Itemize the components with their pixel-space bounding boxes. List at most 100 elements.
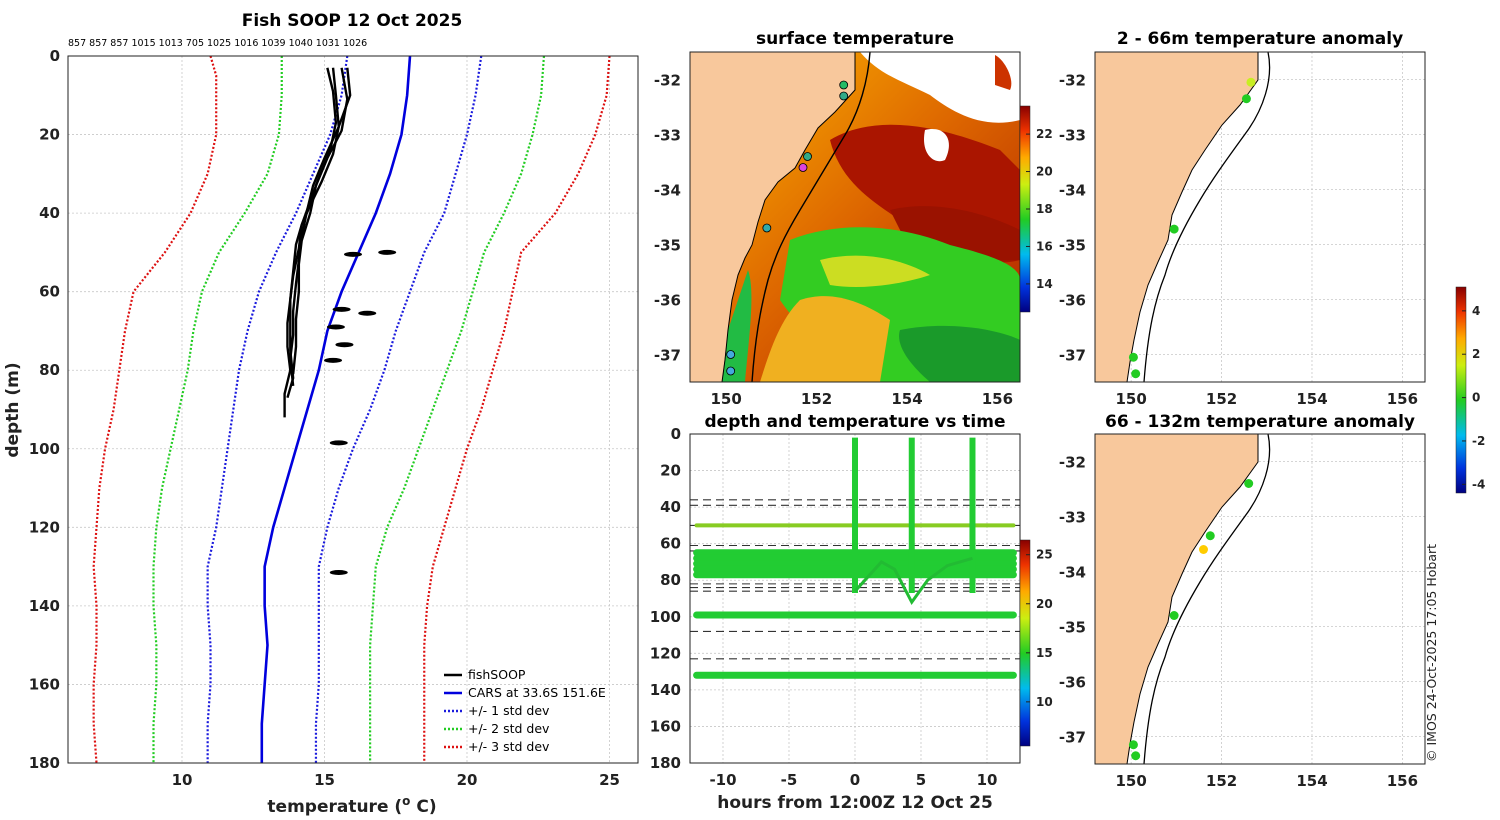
anom-cb-label: 0 [1472,391,1480,405]
profile-series--1 [206,55,349,763]
profile-panel: Fish SOOP 12 Oct 2025 857 857 857 1015 1… [3,11,639,817]
sst-xtick: 154 [891,390,922,408]
profile-ytick: 180 [29,754,60,772]
sst-xtick: 150 [711,390,742,408]
anom-deep-point [1131,751,1141,761]
anom-cb-label: -4 [1472,477,1485,491]
time-series [690,437,1020,679]
time-xtick: 0 [850,771,860,789]
profile-xtick: 20 [457,771,478,789]
time-xtick: -5 [781,771,798,789]
time-cb-label: 20 [1036,597,1053,611]
time-ytick: 120 [650,644,681,662]
anom-deep-isobath [1143,434,1271,764]
profile-grid [68,56,638,763]
profile-xtick: 25 [599,771,620,789]
time-ytick: 180 [650,754,681,772]
profile-ytick: 140 [29,597,60,615]
anom-shallow-point [1128,352,1138,362]
fishsoop-profile [289,67,352,387]
anom-shallow-xtick: 150 [1116,390,1147,408]
anom-deep-ytick: -32 [1059,454,1086,472]
anom-deep-ytick: -37 [1059,729,1086,747]
time-cb-label: 10 [1036,695,1053,709]
time-cb-label: 25 [1036,548,1053,562]
sst-stations [726,80,849,376]
anom-deep-points [1128,479,1254,761]
anom-shallow-title: 2 - 66m temperature anomaly [1117,29,1403,49]
anom-shallow-ytick: -33 [1059,127,1086,145]
anom-shallow-panel: 2 - 66m temperature anomaly 150 152 154 156… [1059,29,1426,408]
fishsoop-blob [335,342,354,348]
sst-station [762,223,772,233]
fishsoop-blob [344,251,362,257]
profile-frame [67,55,639,764]
sst-station [726,366,736,376]
time-title: depth and temperature vs time [705,412,1006,432]
anom-deep-ytick: -33 [1059,509,1086,527]
anom-shallow-ytick: -34 [1059,182,1086,200]
profile-xtick: 10 [172,771,193,789]
sst-station [839,91,849,101]
sst-ytick: -34 [654,182,681,200]
anom-shallow-point [1246,77,1256,87]
anom-shallow-ytick: -35 [1059,237,1086,255]
sst-ytick: -32 [654,72,681,90]
time-xtick: 10 [977,771,998,789]
anom-shallow-isobath [1143,52,1271,382]
sst-cb-label: 14 [1036,277,1053,291]
profile-series-CARS [260,55,412,763]
time-ytick: 40 [660,498,681,516]
anom-shallow-ytick: -32 [1059,72,1086,90]
profile-series-+1 [314,55,483,763]
sst-station [726,350,736,359]
profile-ytick: 60 [39,283,60,301]
anom-cb-label: 2 [1472,347,1480,361]
sst-ytick: -37 [654,347,681,365]
anom-shallow-point [1241,94,1251,104]
anom-shallow-point [1169,224,1179,234]
anom-deep-point [1205,531,1215,541]
profile-top-labels: 857 857 857 1015 1013 705 1025 1016 1039… [68,38,367,49]
time-ytick: 80 [660,571,681,589]
time-ytick: 60 [660,535,681,553]
fishsoop-blob [378,249,397,255]
anom-deep-land [1095,434,1259,764]
anom-cb-label: 4 [1472,304,1480,318]
anom-cb-label: -2 [1472,434,1485,448]
sst-ytick: -36 [654,292,681,310]
anomaly-colorbar-ticks: 4 2 0 -2 -4 [1462,304,1485,491]
sst-cloud [860,52,1020,123]
anom-shallow-points [1128,77,1256,379]
time-ytick: 160 [650,717,681,735]
sst-ytick: -35 [654,237,681,255]
profile-ytick: 20 [39,126,60,144]
sst-cb-label: 16 [1036,239,1053,253]
sst-isobath [751,52,871,382]
sst-colorbar-ticks: 14 16 18 20 22 [1026,127,1053,291]
profile-ticks: 10 15 20 25 0 20 40 60 80 100 120 140 160 180 [29,47,620,789]
fishsoop-blob [329,570,348,576]
anom-shallow-point [1131,369,1141,379]
fishsoop-blob [329,440,348,446]
profile-xlabel: temperature (o C) [267,794,436,817]
credit-text: © IMOS 24-Oct-2025 17:05 Hobart [1424,544,1439,762]
profile-series-+3 [423,55,611,763]
time-panel: depth and temperature vs time -10 -5 0 5 100… [650,412,1053,813]
sst-xtick: 156 [982,390,1013,408]
sst-map [690,52,1020,382]
time-colorbar-ticks: 25 20 15 10 [1026,548,1053,709]
sst-ytick: -33 [654,127,681,145]
profile-ytick: 120 [29,518,60,536]
sst-title: surface temperature [756,29,954,49]
profile-series--2 [152,56,283,763]
sst-cb-label: 18 [1036,202,1053,216]
fishsoop-profile [283,67,340,418]
profile-ylabel: depth (m) [3,362,23,457]
anom-shallow-ytick: -37 [1059,347,1086,365]
fishsoop-profile [291,67,349,375]
sst-ticks: 150 152 154 156 -32 -33 -34 -35 -36 -37 [654,72,1013,409]
profile-series-+2 [369,55,546,763]
time-xlabel: hours from 12:00Z 12 Oct 25 [717,793,993,813]
